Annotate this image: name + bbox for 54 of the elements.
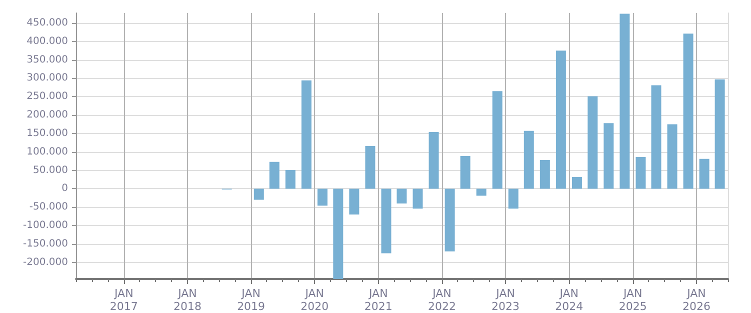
bar: [269, 162, 280, 189]
x-tick-label: JAN 2024: [555, 287, 584, 313]
y-tick-label: -50.000: [29, 202, 68, 213]
bar: [604, 123, 614, 189]
x-tick-label: JAN 2021: [364, 287, 392, 313]
x-tick-label: JAN 2019: [237, 287, 266, 313]
bar: [556, 50, 566, 189]
x-tick-label: JAN 2022: [428, 287, 456, 313]
bar: [588, 96, 598, 189]
bar: [381, 188, 392, 254]
y-tick-label: -100.000: [23, 220, 68, 232]
bar: [412, 188, 423, 209]
bar: [333, 188, 344, 279]
bar: [714, 79, 725, 189]
x-tick-label: JAN 2017: [110, 287, 138, 313]
bar: [572, 176, 582, 189]
bar: [620, 14, 630, 189]
x-tick-label: JAN 2018: [173, 287, 202, 313]
bar: [317, 188, 328, 206]
y-tick-label: -200.000: [23, 256, 68, 268]
bar: [254, 188, 264, 200]
y-tick-label: 150.000: [26, 128, 68, 139]
y-tick-label: 350.000: [26, 54, 68, 66]
bar: [365, 146, 376, 189]
y-tick-label: 450.000: [26, 17, 68, 28]
bar: [683, 34, 694, 189]
x-tick-label: JAN 2020: [300, 287, 329, 313]
bar: [460, 156, 470, 189]
y-tick-label: 300.000: [26, 72, 68, 84]
x-tick-label: JAN 2023: [492, 287, 520, 313]
bar: [285, 170, 296, 189]
bar: [349, 188, 360, 215]
bar: [396, 188, 407, 204]
y-tick-label: -150.000: [23, 238, 68, 250]
bar: [492, 91, 502, 189]
bar: [699, 158, 710, 189]
y-tick-label: 50.000: [33, 164, 68, 176]
y-tick-label: 250.000: [26, 91, 68, 102]
bar: [636, 157, 646, 189]
bar: [301, 80, 312, 189]
x-tick-label: JAN 2025: [618, 287, 647, 313]
y-tick-label: 100.000: [26, 146, 68, 158]
bar: [524, 130, 534, 189]
bar: [476, 188, 486, 196]
bar: [651, 85, 662, 189]
y-tick-label: 400.000: [26, 36, 68, 47]
bar: [508, 188, 518, 209]
x-tick-label: JAN 2026: [682, 287, 710, 313]
bar: [540, 160, 550, 189]
y-tick-label: 0: [62, 183, 68, 194]
bar: [667, 124, 678, 189]
bar: [428, 132, 439, 189]
y-tick-label: 200.000: [26, 110, 68, 121]
bar: [444, 188, 455, 252]
